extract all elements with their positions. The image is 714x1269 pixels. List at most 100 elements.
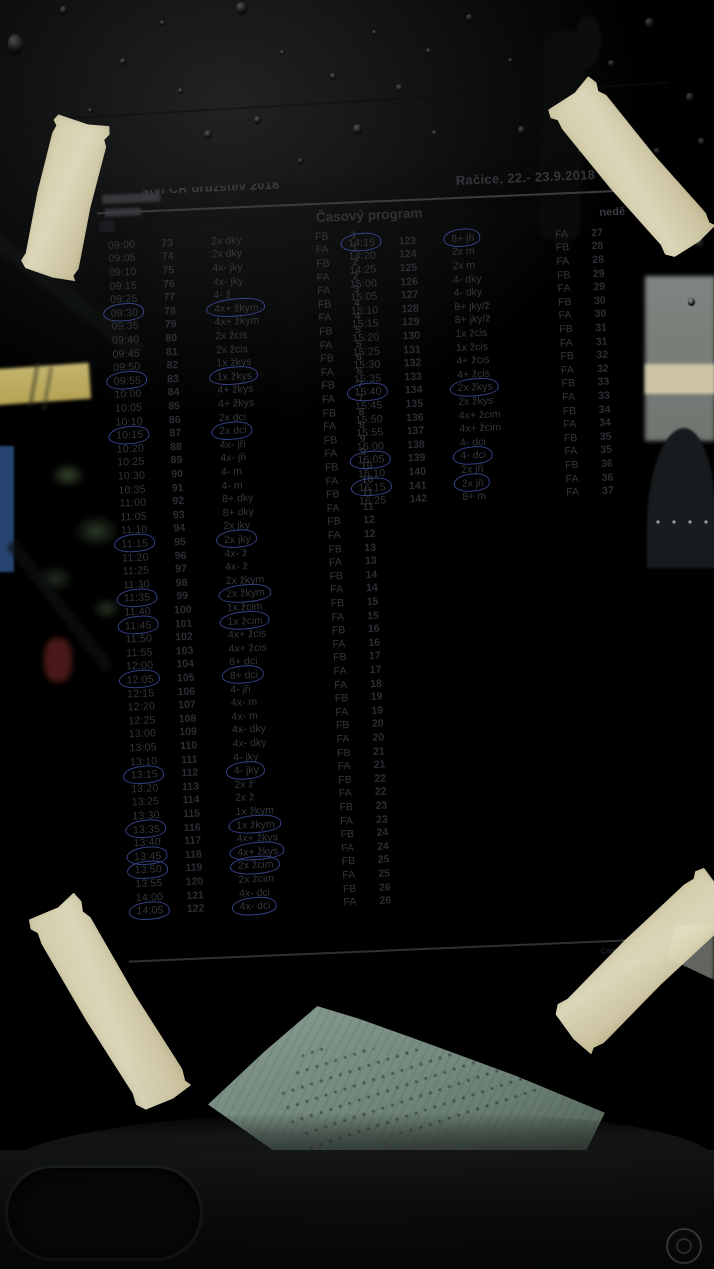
final: FB (561, 377, 576, 390)
order: 32 (596, 362, 609, 375)
final: FA (328, 556, 343, 569)
order: 36 (600, 457, 613, 470)
handwritten-circle-boat: 2x žkym (226, 586, 266, 601)
boat-class: 8+ m (462, 490, 487, 504)
cell-time: 14:15 (331, 236, 376, 250)
cell-final: FB (338, 773, 374, 787)
cell-order: 26 (379, 880, 405, 893)
boat-class: 1x žkym (235, 804, 275, 818)
cell-boat: 8+ m (450, 487, 566, 504)
time: 09:00 (107, 238, 136, 252)
order: 26 (379, 894, 392, 908)
boat-class: 4x- jky (212, 261, 243, 275)
water-droplet (353, 124, 362, 135)
handwritten-circle-time: 11:35 (123, 591, 151, 605)
order: 31 (595, 335, 608, 348)
boat-class: 4x+ žcis (228, 641, 268, 655)
order: 29 (593, 280, 606, 294)
handwritten-circle-time: 13:35 (132, 822, 161, 836)
cell-time: 10:30 (101, 469, 146, 483)
cell-final: FA (336, 732, 372, 746)
race: 118 (184, 848, 203, 861)
boat-class: 4x+ žcim (458, 407, 501, 422)
handwritten-circle-boat: 2x žkys (457, 380, 493, 395)
cell-order: 31 (595, 321, 621, 334)
cell-order: 35 (600, 443, 626, 456)
time: 11:40 (124, 605, 152, 619)
time: 16:10 (357, 467, 386, 481)
cell-time: 11:30 (106, 578, 150, 592)
cell-final: FB (559, 322, 595, 336)
cell-final: FB (564, 431, 600, 445)
cell-time: 15:10 (334, 304, 379, 318)
time: 09:25 (110, 292, 138, 307)
handwritten-circle-time: 14:05 (136, 904, 164, 918)
boat-class: 4x+ žkym (214, 314, 260, 329)
boat-class: 4x- ž (224, 560, 249, 574)
cell-final: FB (562, 404, 598, 418)
window-sticker (666, 1228, 702, 1264)
final: FB (315, 257, 330, 270)
final: FB (556, 268, 571, 282)
cell-time: 11:15 (104, 537, 148, 551)
race: 104 (176, 657, 195, 671)
final: FB (325, 488, 340, 501)
boat-class: 2x jky (223, 519, 251, 533)
race: 87 (169, 427, 182, 440)
cell-time: 11:55 (108, 646, 153, 660)
day-label: neděle (599, 205, 635, 219)
boat-class: 4x- dci (238, 886, 271, 900)
handwritten-circle-boat: 2x žcim (237, 858, 274, 873)
order: 21 (372, 745, 386, 758)
cell-time: 16:00 (340, 440, 385, 454)
boat-class: 2x m (451, 245, 475, 259)
water-droplet (120, 58, 126, 65)
cell-order: 29 (593, 267, 619, 279)
cell-final: FB (556, 241, 592, 255)
order: 25 (377, 853, 390, 867)
boat-class: 4x- dky (231, 722, 267, 737)
race: 79 (164, 318, 177, 331)
cell-time: 11:40 (107, 605, 151, 619)
final: FA (325, 474, 339, 488)
race: 102 (175, 630, 194, 644)
final: FB (335, 719, 350, 732)
race: 110 (179, 739, 198, 753)
time: 10:25 (117, 455, 145, 470)
boat-class: 4x- m (230, 696, 258, 710)
race: 130 (402, 329, 421, 343)
cell-final: FA (555, 227, 591, 241)
cell-time: 15:00 (333, 277, 378, 291)
race: 81 (165, 345, 178, 359)
final: FB (331, 624, 346, 637)
final: FA (319, 338, 333, 352)
handwritten-circle-boat: 4x- dci (239, 899, 271, 914)
cell-final: FA (340, 814, 376, 828)
cell-final: FA (564, 444, 600, 458)
boat-class: 2x žkys (457, 394, 494, 409)
cell-time: 09:40 (95, 334, 140, 348)
time: 11:50 (125, 632, 153, 646)
cell-order: 15 (366, 595, 392, 608)
cell-final: FA (332, 637, 368, 651)
handwritten-circle-time: 13:45 (133, 849, 162, 864)
boat-class: 2x žkym (225, 573, 265, 587)
beige-band-reflection (645, 364, 714, 394)
boat-class: 4+ žkys (217, 396, 255, 411)
race: 96 (174, 549, 187, 562)
water-droplet (466, 14, 473, 21)
race: 93 (172, 508, 185, 522)
race: 98 (175, 576, 188, 590)
final: FA (321, 393, 336, 406)
race: 77 (163, 291, 176, 304)
handwritten-circle-time: 12:05 (126, 673, 155, 687)
boat-class: 2x m (452, 259, 476, 273)
race: 124 (398, 248, 417, 261)
race: 126 (400, 275, 419, 289)
handwritten-circle-boat: 4- dci (460, 449, 487, 463)
cell-final: FA (562, 390, 598, 404)
boat-class: 2x dky (210, 233, 242, 248)
cell-time: 12:15 (110, 687, 155, 701)
final: FA (339, 814, 354, 828)
